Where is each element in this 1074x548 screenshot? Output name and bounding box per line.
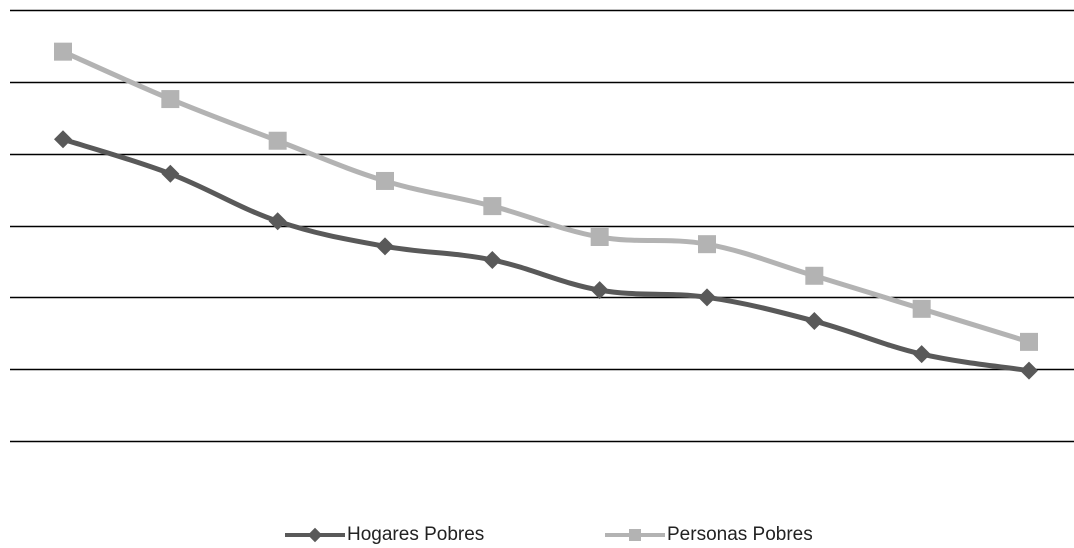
gridlines <box>10 9 1074 443</box>
data-point-hogares-5 <box>590 281 609 300</box>
data-point-personas-0 <box>54 42 72 61</box>
data-point-hogares-3 <box>376 237 394 256</box>
data-point-hogares-8 <box>912 345 931 364</box>
series-lines <box>61 49 1030 374</box>
legend-label-personas: Personas Pobres <box>667 524 813 545</box>
data-point-personas-3 <box>376 171 394 190</box>
legend-label-hogares: Hogares Pobres <box>347 524 485 545</box>
data-point-hogares-6 <box>698 288 716 307</box>
data-point-hogares-9 <box>1020 361 1038 380</box>
data-point-personas-4 <box>483 197 502 216</box>
data-point-hogares-7 <box>805 312 824 331</box>
square-marker-icon <box>629 529 641 541</box>
data-point-personas-5 <box>590 227 609 246</box>
data-point-hogares-1 <box>161 164 180 183</box>
legend-item-hogares: Hogares Pobres <box>285 522 484 548</box>
diamond-marker-icon <box>307 527 323 543</box>
series-line-hogares <box>62 136 1030 374</box>
data-point-personas-2 <box>268 131 287 150</box>
legend-swatch-personas <box>605 524 665 546</box>
data-point-personas-1 <box>161 90 180 109</box>
data-point-hogares-4 <box>483 250 502 269</box>
data-point-personas-9 <box>1020 332 1038 351</box>
series-line-personas <box>61 49 1030 345</box>
data-point-hogares-2 <box>268 212 287 231</box>
legend-swatch-hogares <box>285 524 345 546</box>
data-point-personas-6 <box>698 235 716 254</box>
series-markers <box>54 42 1038 380</box>
legend-item-personas: Personas Pobres <box>605 522 813 548</box>
data-point-personas-7 <box>805 266 824 285</box>
data-point-hogares-0 <box>54 130 72 149</box>
data-point-personas-8 <box>912 299 931 318</box>
